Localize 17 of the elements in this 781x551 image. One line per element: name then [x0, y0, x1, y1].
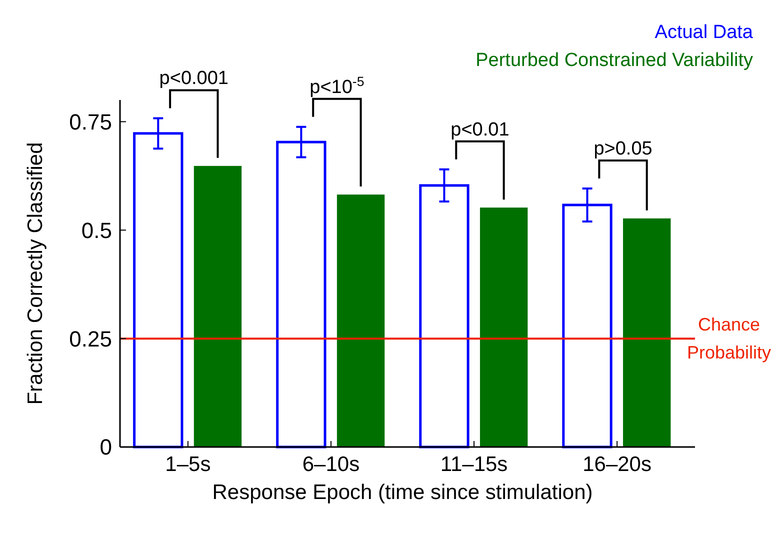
- x-tick-label: 11–15s: [440, 453, 508, 476]
- y-tick-label: 0: [100, 434, 112, 460]
- ref-line-label: Chance Probability: [686, 314, 772, 363]
- text: Perturbed Constrained Variability: [476, 50, 754, 71]
- x-tick-label: 16–20s: [582, 453, 652, 476]
- x-tick-label: 6–10s: [302, 453, 360, 476]
- x-tick-label: 1–5s: [165, 453, 211, 476]
- x-axis-title: Response Epoch (time since stimulation): [212, 481, 593, 504]
- y-axis-title: Fraction Correctly Classified: [24, 142, 47, 405]
- y-tick-label: 0.75: [69, 109, 112, 134]
- text: Actual Data: [654, 22, 754, 43]
- text: p<10$^{-5}$: [310, 73, 364, 98]
- y-tick-label: 0.25: [69, 326, 112, 352]
- annotation: p>0.05: [594, 138, 652, 160]
- text: p<0.001: [159, 68, 229, 90]
- annotation: p<0.01: [450, 119, 510, 140]
- y-tick-label: 0.5: [81, 218, 112, 243]
